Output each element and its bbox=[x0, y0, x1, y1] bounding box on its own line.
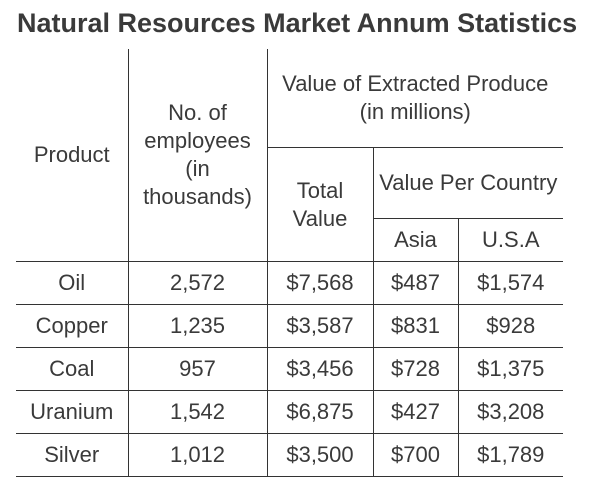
cell-usa: $1,789 bbox=[457, 433, 564, 477]
header-usa: U.S.A bbox=[457, 218, 564, 262]
table-row: Coal 957 $3,456 $728 $1,375 bbox=[16, 347, 564, 391]
header-total-value: Total Value bbox=[267, 147, 374, 262]
header-row: Product No. of employees (in thousands) … bbox=[16, 49, 564, 262]
cell-product: Oil bbox=[16, 261, 129, 305]
table-row: Oil 2,572 $7,568 $487 $1,574 bbox=[16, 261, 564, 305]
cell-usa: $1,375 bbox=[457, 347, 564, 391]
cell-product: Coal bbox=[16, 347, 129, 391]
cell-asia: $831 bbox=[372, 304, 459, 348]
statistics-table: Product No. of employees (in thousands) … bbox=[16, 49, 564, 477]
header-product: Product bbox=[16, 49, 129, 262]
cell-asia: $427 bbox=[372, 390, 459, 434]
page-title: Natural Resources Market Annum Statistic… bbox=[17, 8, 578, 38]
cell-total-value: $3,456 bbox=[266, 347, 374, 391]
header-value-per-country: Value Per Country bbox=[372, 147, 564, 219]
cell-asia: $728 bbox=[372, 347, 459, 391]
table-row: Uranium 1,542 $6,875 $427 $3,208 bbox=[16, 390, 564, 434]
cell-asia: $700 bbox=[372, 433, 459, 477]
cell-employees: 1,012 bbox=[127, 433, 268, 477]
cell-total-value: $3,587 bbox=[266, 304, 374, 348]
cell-usa: $3,208 bbox=[457, 390, 564, 434]
cell-total-value: $6,875 bbox=[266, 390, 374, 434]
cell-product: Copper bbox=[16, 304, 129, 348]
cell-product: Uranium bbox=[16, 390, 129, 434]
header-row: Total Value Value Per Country bbox=[16, 147, 564, 262]
cell-total-value: $7,568 bbox=[266, 261, 374, 305]
cell-employees: 1,235 bbox=[127, 304, 268, 348]
cell-asia: $487 bbox=[372, 261, 459, 305]
header-asia: Asia bbox=[373, 218, 459, 262]
cell-total-value: $3,500 bbox=[266, 433, 374, 477]
cell-product: Silver bbox=[16, 433, 129, 477]
table-row: Silver 1,012 $3,500 $700 $1,789 bbox=[16, 433, 564, 477]
cell-employees: 957 bbox=[127, 347, 268, 391]
table-row: Copper 1,235 $3,587 $831 $928 bbox=[16, 304, 564, 348]
cell-usa: $1,574 bbox=[457, 261, 564, 305]
cell-employees: 2,572 bbox=[127, 261, 268, 305]
cell-usa: $928 bbox=[457, 304, 564, 348]
header-value-extracted: Value of Extracted Produce (in millions) bbox=[266, 49, 564, 148]
header-employees: No. of employees (in thousands) bbox=[127, 49, 268, 262]
cell-employees: 1,542 bbox=[127, 390, 268, 434]
